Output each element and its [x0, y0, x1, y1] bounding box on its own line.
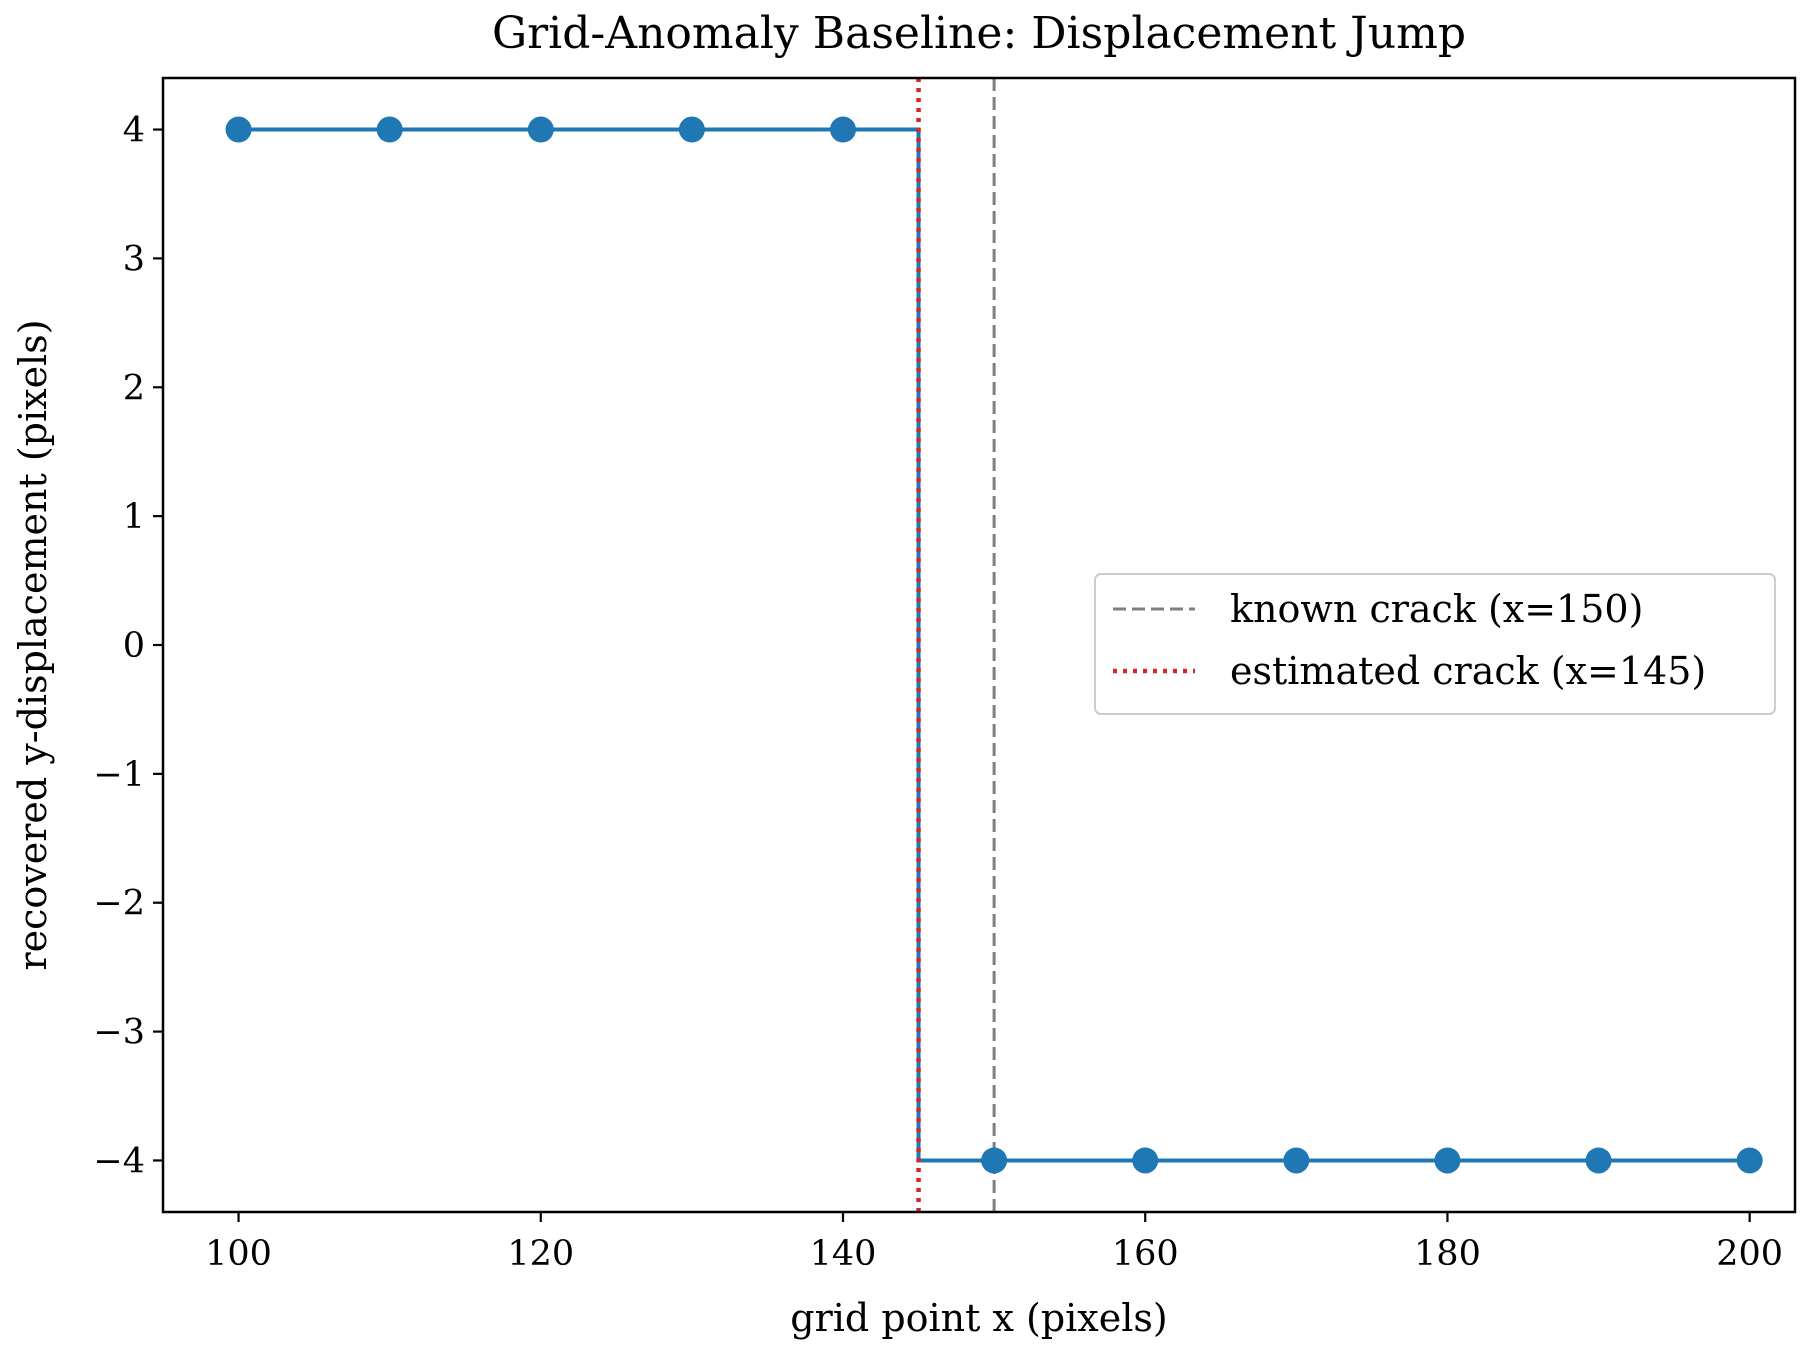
y-tick-label: 2: [123, 368, 145, 408]
y-tick-label: −3: [93, 1013, 145, 1053]
legend: known crack (x=150) estimated crack (x=1…: [1094, 573, 1776, 715]
x-tick-label: 160: [1112, 1234, 1179, 1274]
y-tick-label: −1: [93, 755, 145, 795]
plot-area: [161, 76, 1797, 1214]
data-point: [830, 116, 856, 143]
data-point: [225, 116, 252, 143]
data-point: [1434, 1147, 1461, 1174]
y-tick-label: 4: [123, 111, 145, 151]
x-axis-ticks: 100 120 140 160 180 200: [205, 1212, 1783, 1274]
x-tick-label: 180: [1414, 1234, 1481, 1274]
data-point: [1585, 1147, 1612, 1174]
y-tick-label: 3: [123, 239, 145, 279]
data-point: [1283, 1147, 1310, 1174]
data-point: [527, 116, 554, 143]
data-point: [981, 1147, 1008, 1174]
x-tick-label: 140: [810, 1234, 877, 1274]
y-axis-label: recovered y-displacement (pixels): [11, 319, 55, 970]
y-tick-label: 0: [123, 626, 145, 666]
legend-estimated-crack-label: estimated crack (x=145): [1230, 649, 1706, 693]
x-tick-label: 120: [507, 1234, 574, 1274]
data-point: [678, 116, 705, 143]
x-axis-label: grid point x (pixels): [790, 1296, 1167, 1340]
legend-box: [1094, 573, 1776, 715]
y-tick-label: −2: [93, 884, 145, 924]
x-tick-label: 200: [1716, 1234, 1783, 1274]
data-point: [1132, 1147, 1159, 1174]
data-point: [1736, 1147, 1763, 1174]
legend-known-crack-label: known crack (x=150): [1230, 587, 1643, 631]
y-axis-ticks: −4 −3 −2 −1 0 1 2 3 4: [93, 111, 163, 1181]
x-tick-label: 100: [205, 1234, 272, 1274]
data-point: [376, 116, 403, 143]
y-tick-label: 1: [123, 497, 145, 537]
chart-title: Grid-Anomaly Baseline: Displacement Jump: [492, 8, 1466, 59]
data-series: [225, 78, 1763, 1212]
y-tick-label: −4: [93, 1141, 145, 1181]
